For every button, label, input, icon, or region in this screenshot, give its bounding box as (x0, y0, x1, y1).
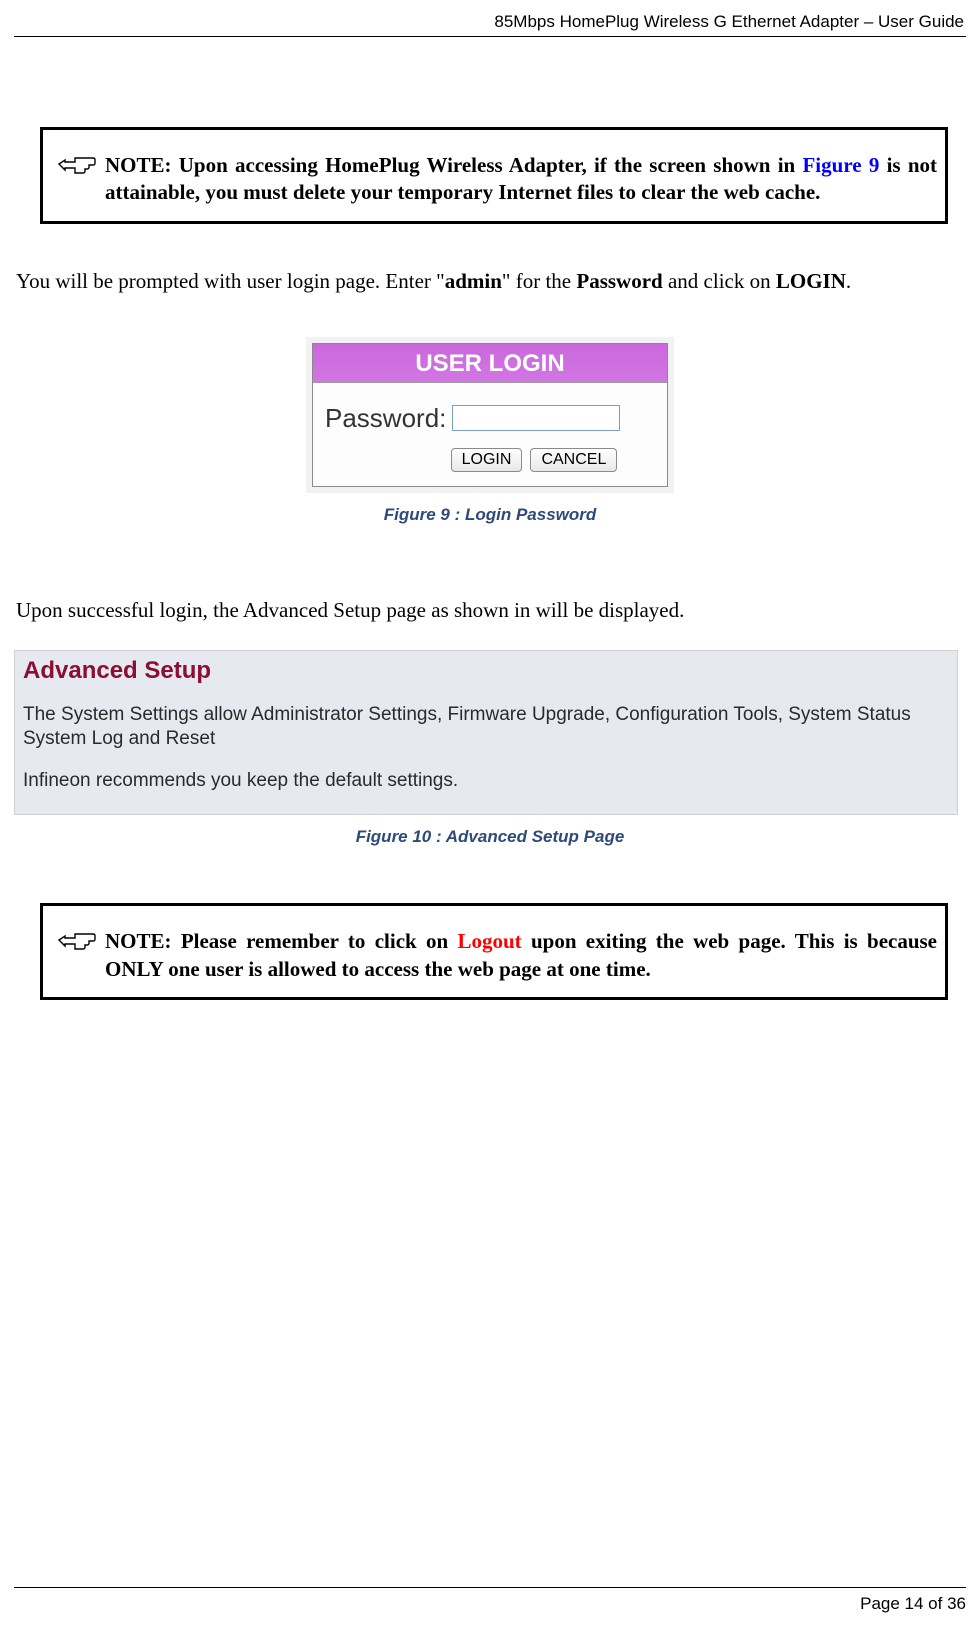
p1-t4: . (846, 269, 851, 293)
login-button[interactable]: LOGIN (451, 448, 523, 472)
p1-login: LOGIN (776, 269, 846, 293)
page-header-title: 85Mbps HomePlug Wireless G Ethernet Adap… (14, 12, 966, 36)
login-screenshot: USER LOGIN Password: LOGIN CANCEL (306, 337, 674, 493)
password-label: Password: (325, 403, 446, 434)
note-2-t1: Please remember to click on (172, 929, 458, 953)
p1-password: Password (576, 269, 662, 293)
page-footer: Page 14 of 36 (14, 1587, 966, 1614)
figure-10-caption: Figure 10 : Advanced Setup Page (14, 827, 966, 847)
p1-t1: You will be prompted with user login pag… (16, 269, 445, 293)
p1-admin: admin (445, 269, 502, 293)
note-box-1: NOTE: Upon accessing HomePlug Wireless A… (40, 127, 948, 224)
login-header: USER LOGIN (313, 344, 667, 383)
pointing-hand-icon (57, 154, 97, 176)
note-1-link[interactable]: Figure 9 (802, 153, 879, 177)
advanced-setup-line1: The System Settings allow Administrator … (23, 703, 951, 751)
advanced-setup-line2: Infineon recommends you keep the default… (23, 769, 951, 793)
note-1-label: NOTE: (105, 153, 172, 177)
note-1-text: NOTE: Upon accessing HomePlug Wireless A… (105, 152, 937, 207)
paragraph-advanced-setup: Upon successful login, the Advanced Setu… (14, 597, 952, 624)
footer-rule (14, 1587, 966, 1588)
note-1-before: Upon accessing HomePlug Wireless Adapter… (172, 153, 803, 177)
note-2-text: NOTE: Please remember to click on Logout… (105, 928, 937, 983)
p1-t2: " for the (502, 269, 576, 293)
figure-9-caption: Figure 9 : Login Password (14, 505, 966, 525)
password-input[interactable] (452, 405, 620, 431)
cancel-button[interactable]: CANCEL (530, 448, 617, 472)
header-rule (14, 36, 966, 37)
page-number: Page 14 of 36 (14, 1594, 966, 1614)
note-2-link[interactable]: Logout (457, 929, 521, 953)
pointing-hand-icon (57, 930, 97, 952)
note-box-2: NOTE: Please remember to click on Logout… (40, 903, 948, 1000)
advanced-setup-title: Advanced Setup (21, 657, 951, 685)
paragraph-login-prompt: You will be prompted with user login pag… (14, 268, 952, 295)
note-2-label: NOTE: (105, 929, 172, 953)
p1-t3: and click on (663, 269, 776, 293)
advanced-setup-screenshot: Advanced Setup The System Settings allow… (14, 650, 958, 815)
